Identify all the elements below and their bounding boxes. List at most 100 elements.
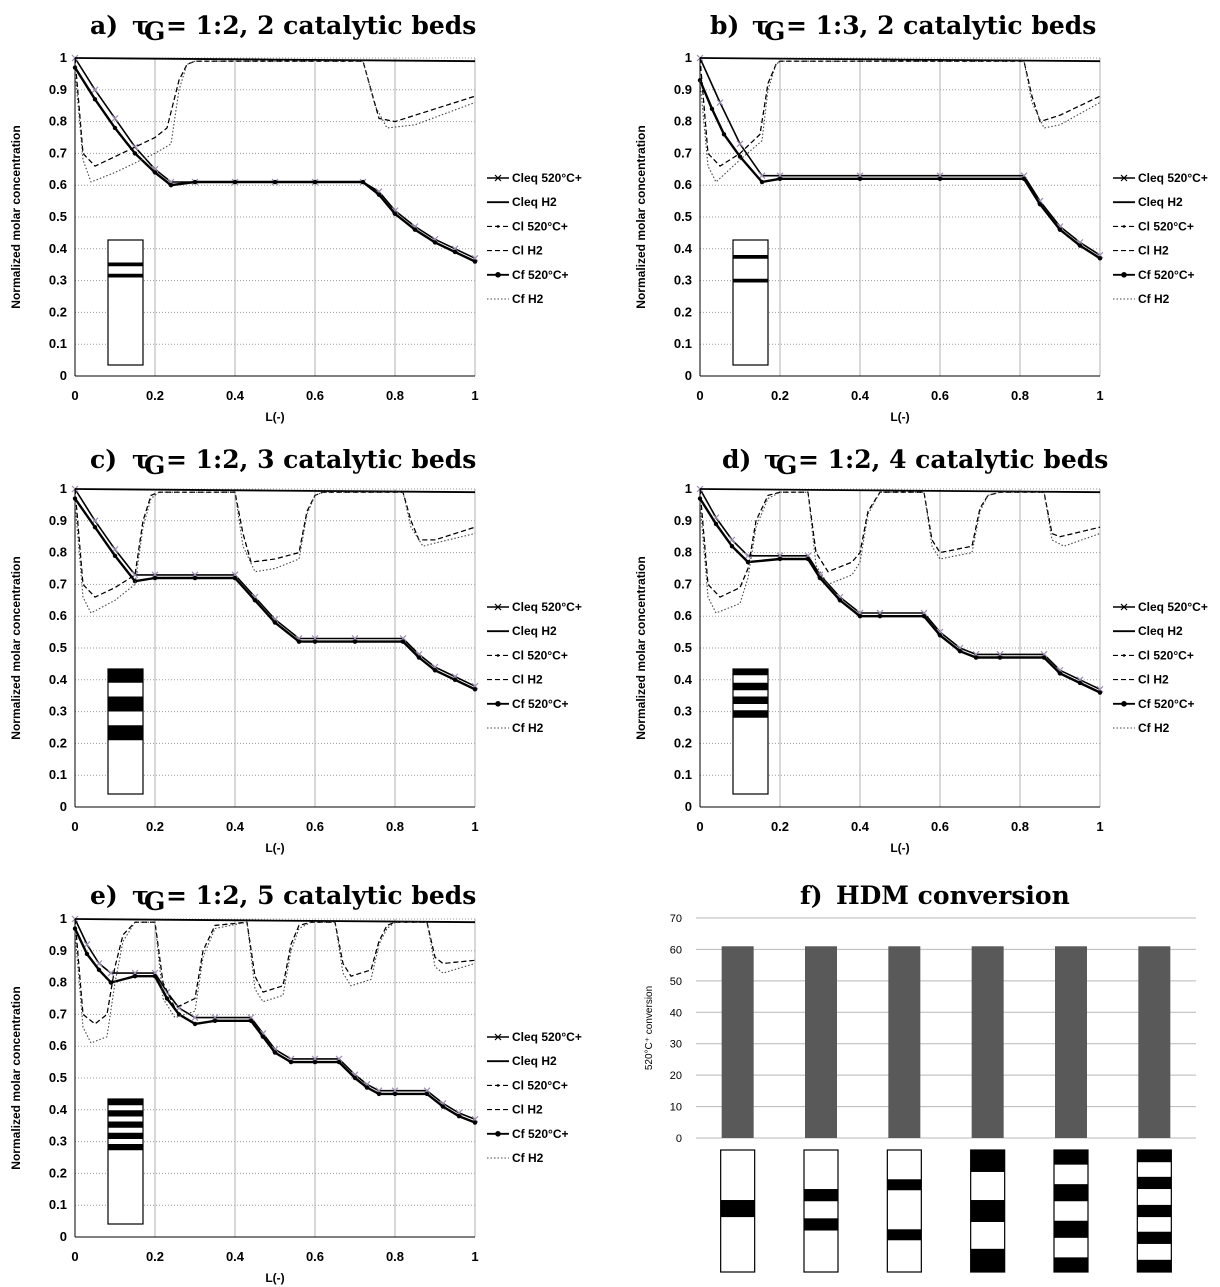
data-point-cf bbox=[112, 125, 118, 131]
series-cf-520-c- bbox=[698, 497, 1101, 694]
data-point-cleq bbox=[716, 99, 724, 106]
x-tick-label: 0.4 bbox=[226, 819, 245, 834]
data-point-cf bbox=[400, 639, 406, 644]
legend-label: Cleq 520°C+ bbox=[1138, 171, 1208, 185]
data-point-cleq bbox=[91, 86, 99, 94]
legend-label: Cf 520°C+ bbox=[512, 697, 569, 711]
x-tick-label: 0.2 bbox=[771, 388, 789, 403]
data-point-cf bbox=[84, 951, 90, 957]
catalytic-bed bbox=[1137, 1231, 1172, 1244]
data-point-cf bbox=[312, 179, 318, 185]
data-point-cf bbox=[709, 106, 715, 112]
series-cleq-520-c- bbox=[74, 918, 476, 1121]
data-point-cf bbox=[288, 1059, 294, 1065]
data-point-cf bbox=[352, 1075, 358, 1081]
y-tick-label: 0.6 bbox=[49, 177, 67, 192]
data-point-cf bbox=[192, 179, 198, 185]
catalytic-bed bbox=[108, 273, 143, 278]
y-tick-label: 0.2 bbox=[49, 1165, 67, 1180]
data-point-cf bbox=[260, 1034, 266, 1039]
catalytic-bed bbox=[108, 696, 143, 712]
data-point-cf bbox=[232, 179, 238, 185]
legend-marker bbox=[495, 701, 501, 707]
panel-title-e: e) τG = 1:2, 5 catalytic beds bbox=[90, 881, 476, 916]
x-tick-label: 0.6 bbox=[306, 1249, 324, 1264]
y-tick-label: 0 bbox=[685, 799, 692, 814]
legend-marker bbox=[494, 174, 502, 182]
data-point-cf bbox=[152, 170, 158, 175]
x-axis-label: L(-) bbox=[890, 410, 909, 424]
y-tick-label: 0.1 bbox=[49, 336, 67, 351]
legend-label: Cf 520°C+ bbox=[1138, 697, 1195, 711]
data-point-cf bbox=[1021, 176, 1027, 182]
legend-marker bbox=[494, 603, 502, 611]
series-cl-h2 bbox=[699, 488, 1101, 598]
catalytic-bed bbox=[108, 1110, 143, 1117]
reactor-outline bbox=[107, 239, 144, 366]
panel-title-text: = 1:2, 2 catalytic beds bbox=[166, 11, 476, 40]
data-point-cleq bbox=[247, 1014, 255, 1022]
legend-label: Cl 520°C+ bbox=[1138, 219, 1194, 233]
legend-label: Cl 520°C+ bbox=[512, 219, 568, 233]
data-point-cf bbox=[1037, 202, 1043, 207]
legend-label: Cleq 520°C+ bbox=[512, 171, 582, 185]
panel-title-a: a) τG = 1:2, 2 catalytic beds bbox=[90, 11, 476, 46]
legend-label: Cl H2 bbox=[512, 244, 543, 258]
catalytic-bed bbox=[1054, 1184, 1088, 1202]
tau-symbol: τ bbox=[132, 445, 149, 474]
y-axis-label: Normalized molar concentration bbox=[634, 125, 648, 308]
catalytic-bed bbox=[108, 1099, 143, 1106]
catalytic-bed bbox=[733, 669, 768, 676]
data-point-cf bbox=[424, 1091, 430, 1097]
bar bbox=[805, 946, 837, 1138]
legend-label: Cf H2 bbox=[1138, 292, 1170, 306]
reactor-outline bbox=[803, 1149, 839, 1273]
catalytic-bed bbox=[970, 1200, 1005, 1222]
panel-label: e) bbox=[90, 881, 118, 910]
series-cf-520-c- bbox=[73, 66, 476, 263]
data-point-cf bbox=[364, 1085, 370, 1090]
reactor-schematic bbox=[107, 239, 144, 366]
series-cf-h2 bbox=[74, 60, 476, 183]
x-tick-label: 1 bbox=[1096, 388, 1103, 403]
catalytic-bed bbox=[804, 1218, 838, 1231]
legend-marker bbox=[495, 1131, 501, 1137]
data-point-cf bbox=[452, 249, 458, 255]
data-point-cf bbox=[212, 1018, 218, 1023]
y-tick-label: 0.9 bbox=[49, 513, 67, 528]
legend-label: Cleq H2 bbox=[512, 1054, 557, 1068]
tau-symbol: τ bbox=[752, 11, 769, 40]
data-point-cf bbox=[777, 556, 783, 562]
data-point-cf bbox=[777, 176, 783, 182]
y-tick-label: 0.3 bbox=[49, 704, 67, 719]
line-chart-c: 0 0.1 0.2 0.3 0.4 0.5 0.6 0.7 0.8 0.9 1 0 0.2 0.4 0.6 0… bbox=[9, 481, 582, 855]
tau-symbol: τ bbox=[132, 881, 149, 910]
data-point-cleq bbox=[111, 114, 119, 122]
panel-title-b: b) τG = 1:3, 2 catalytic beds bbox=[710, 11, 1096, 46]
bar bbox=[971, 946, 1004, 1138]
catalytic-bed bbox=[720, 1200, 755, 1218]
data-point-cf bbox=[759, 179, 765, 185]
x-tick-label: 0.2 bbox=[146, 819, 164, 834]
legend-marker bbox=[496, 1084, 500, 1087]
line-chart-e: 0 0.1 0.2 0.3 0.4 0.5 0.6 0.7 0.8 0.9 1 0 0.2 0.4 0.6 0… bbox=[9, 911, 582, 1285]
panel-label: c) bbox=[90, 445, 117, 474]
catalytic-bed bbox=[1054, 1257, 1088, 1272]
bar-chart-f: f) HDM conversion 0 10 20 30 40 50 60 70 520°C⁺ co… bbox=[644, 881, 1196, 1273]
x-tick-label: 0.8 bbox=[1011, 388, 1029, 403]
y-tick-label: 0.6 bbox=[49, 608, 67, 623]
data-point-cf bbox=[412, 227, 418, 232]
series-cf-520-c- bbox=[698, 79, 1101, 260]
data-point-cf bbox=[392, 211, 398, 217]
y-tick-label: 0.5 bbox=[674, 640, 692, 655]
series-cf-520-c- bbox=[73, 927, 476, 1124]
panel-title-d: d) τG = 1:2, 4 catalytic beds bbox=[722, 445, 1108, 480]
data-point-cf bbox=[1041, 655, 1047, 660]
y-tick-label: 50 bbox=[670, 976, 682, 988]
data-point-cf bbox=[72, 926, 78, 931]
panel-title-text: = 1:2, 5 catalytic beds bbox=[166, 881, 476, 910]
data-point-cf bbox=[272, 620, 278, 625]
catalytic-bed bbox=[108, 669, 143, 683]
x-tick-label: 0.8 bbox=[1011, 819, 1029, 834]
